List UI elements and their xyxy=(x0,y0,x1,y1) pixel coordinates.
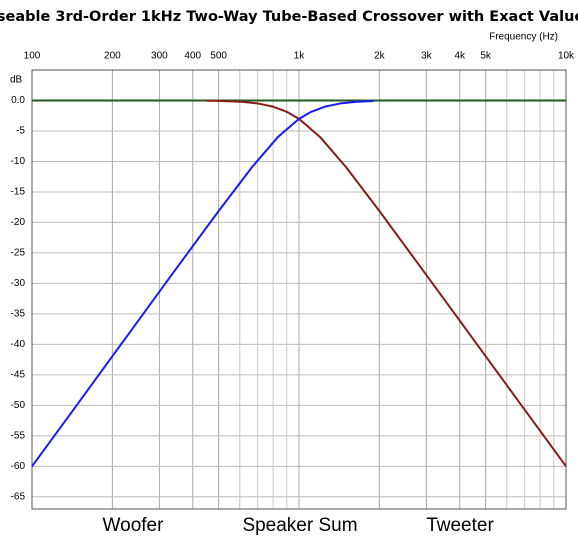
x-tick-label: 10k xyxy=(558,51,575,62)
y-tick-label: -20 xyxy=(11,217,26,228)
x-tick-label: 500 xyxy=(210,51,227,62)
y-tick-label: -15 xyxy=(11,187,26,198)
y-tick-label: -65 xyxy=(11,491,26,502)
x-tick-label: 300 xyxy=(151,51,168,62)
x-tick-label: 4k xyxy=(454,51,466,62)
y-tick-label: -40 xyxy=(11,339,26,350)
y-tick-label: -45 xyxy=(11,370,26,381)
x-tick-label: 100 xyxy=(24,51,41,62)
y-tick-label: 0.0 xyxy=(11,95,25,106)
legend-label: Tweeter xyxy=(426,515,494,536)
plot-frame xyxy=(31,69,567,510)
y-axis-label: dB xyxy=(10,75,23,86)
y-tick-label: -5 xyxy=(16,126,25,137)
x-tick-label: 5k xyxy=(480,51,492,62)
x-axis-label: Frequency (Hz) xyxy=(489,32,558,43)
x-tick-label: 3k xyxy=(421,51,433,62)
y-tick-label: -60 xyxy=(11,461,26,472)
y-tick-label: -10 xyxy=(11,156,26,167)
y-tick-label: -50 xyxy=(11,400,26,411)
x-tick-label: 400 xyxy=(184,51,201,62)
x-tick-label: 200 xyxy=(104,51,121,62)
x-tick-label: 2k xyxy=(374,51,386,62)
y-tick-label: -35 xyxy=(11,309,26,320)
legend-label: Speaker Sum xyxy=(242,515,357,536)
y-tick-label: -30 xyxy=(11,278,26,289)
legend-label: Woofer xyxy=(103,515,165,536)
y-tick-label: -55 xyxy=(11,430,26,441)
chart-title: Useable 3rd-Order 1kHz Two-Way Tube-Base… xyxy=(0,9,578,25)
series-line xyxy=(206,99,567,467)
x-tick-label: 1k xyxy=(294,51,306,62)
y-tick-label: -25 xyxy=(11,248,26,259)
series-line xyxy=(31,100,374,467)
